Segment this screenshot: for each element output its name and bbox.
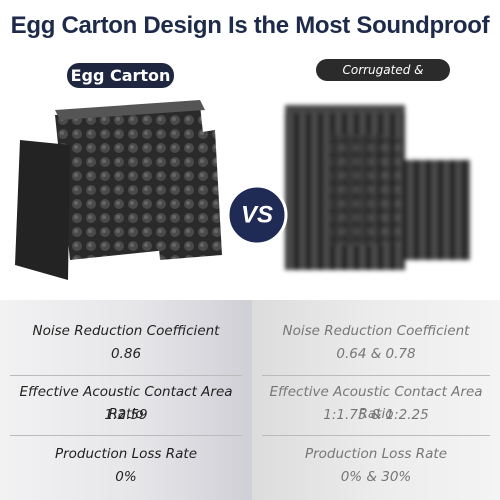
left-panel: Noise Reduction Coefficient 0.86 Effecti… [0, 300, 252, 500]
product-images: VS [15, 100, 470, 280]
metric: Effective Acoustic Contact Area Ratio [269, 384, 483, 422]
value: 1:1.75 & 1:2.25 [323, 407, 429, 423]
egg-carton-foam [15, 100, 222, 280]
metric: Noise Reduction Coefficient [32, 323, 220, 339]
value: 0% [115, 469, 137, 485]
corrugated-pyramid-foam [285, 105, 470, 270]
value: 1:2.59 [104, 407, 148, 423]
vs-badge: VS [226, 184, 288, 246]
separator [10, 435, 242, 436]
value: 0.64 & 0.78 [336, 346, 416, 362]
left-label: Egg Carton [67, 63, 174, 88]
value: 0.86 [110, 346, 142, 362]
separator [262, 435, 490, 436]
metric: Production Loss Rate [54, 446, 198, 462]
value: 0% & 30% [340, 469, 412, 485]
vs-text: VS [241, 201, 273, 228]
metric: Noise Reduction Coefficient [282, 323, 470, 339]
title: Egg Carton Design Is the Most Soundproof [10, 12, 490, 39]
right-panel: Noise Reduction Coefficient 0.64 & 0.78 … [252, 300, 500, 500]
metric: Production Loss Rate [304, 446, 448, 462]
separator [262, 375, 490, 376]
metric: Effective Acoustic Contact Area Ratio [19, 384, 233, 422]
separator [10, 375, 242, 376]
right-label: Corrugated & Pyramid [316, 59, 450, 99]
